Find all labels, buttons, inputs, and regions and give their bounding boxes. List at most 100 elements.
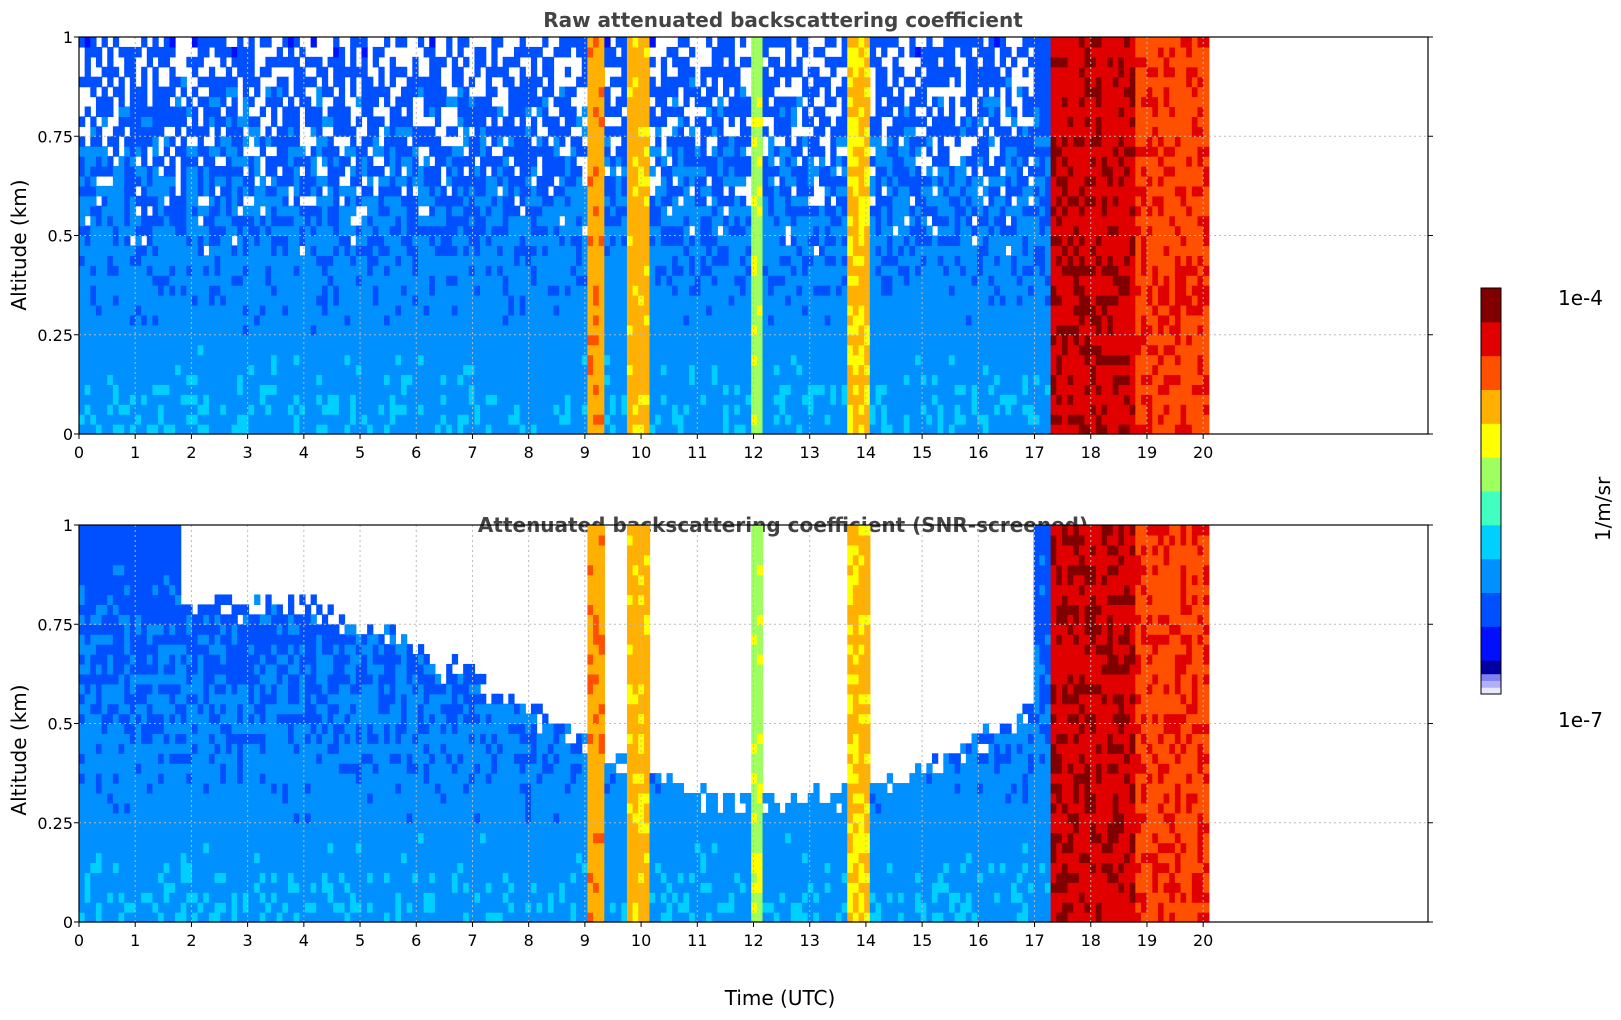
- heatmap-cell: [225, 275, 233, 286]
- heatmap-cell: [288, 364, 295, 376]
- heatmap-cell: [638, 255, 645, 266]
- heatmap-cell: [672, 86, 679, 98]
- heatmap-cell: [610, 156, 617, 167]
- heatmap-cell: [310, 205, 317, 217]
- heatmap-cell: [497, 225, 504, 237]
- heatmap-cell: [389, 285, 396, 296]
- heatmap-cell: [254, 394, 261, 405]
- heatmap-cell: [773, 414, 781, 425]
- heatmap-cell: [796, 414, 803, 425]
- heatmap-cell: [299, 314, 306, 326]
- heatmap-cell: [378, 166, 385, 177]
- heatmap-cell: [101, 255, 108, 266]
- heatmap-cell: [570, 285, 577, 296]
- heatmap-cell: [237, 185, 244, 197]
- heatmap-cell: [802, 235, 809, 247]
- heatmap-cell: [530, 414, 538, 425]
- heatmap-cell: [463, 175, 470, 187]
- heatmap-cell: [807, 394, 814, 405]
- heatmap-cell: [400, 215, 408, 227]
- heatmap-cell: [316, 136, 323, 147]
- heatmap-cell: [785, 215, 792, 227]
- heatmap-cell: [728, 304, 735, 316]
- heatmap-cell: [372, 126, 379, 137]
- heatmap-cell: [626, 37, 634, 48]
- heatmap-cell: [813, 304, 820, 316]
- heatmap-cell: [451, 146, 459, 157]
- heatmap-cell: [689, 255, 696, 266]
- heatmap-cell: [191, 245, 199, 256]
- heatmap-cell: [881, 46, 888, 58]
- heatmap-cell: [694, 344, 701, 356]
- heatmap-cell: [225, 295, 233, 306]
- heatmap-cell: [84, 424, 91, 435]
- heatmap-cell: [316, 116, 323, 127]
- heatmap-cell: [728, 384, 735, 395]
- heatmap-cell: [169, 175, 176, 187]
- heatmap-cell: [197, 314, 204, 326]
- heatmap-cell: [615, 37, 622, 48]
- heatmap-cell: [175, 126, 182, 137]
- heatmap-cell: [457, 225, 464, 237]
- heatmap-cell: [395, 215, 402, 227]
- heatmap-cell: [468, 215, 476, 227]
- heatmap-cell: [875, 235, 882, 247]
- heatmap-cell: [367, 344, 374, 356]
- heatmap-cell: [417, 285, 425, 296]
- heatmap-cell: [762, 106, 769, 117]
- heatmap-cell: [508, 255, 515, 266]
- heatmap-cell: [655, 156, 662, 167]
- heatmap-cell: [152, 37, 159, 48]
- heatmap-cell: [101, 86, 108, 98]
- heatmap-cell: [559, 136, 566, 147]
- heatmap-cell: [666, 215, 673, 227]
- heatmap-cell: [564, 275, 572, 286]
- heatmap-cell: [350, 86, 357, 98]
- heatmap-cell: [717, 46, 724, 58]
- heatmap-cell: [288, 56, 295, 68]
- heatmap-cell: [869, 424, 877, 435]
- heatmap-cell: [372, 235, 379, 247]
- heatmap-cell: [553, 314, 560, 326]
- heatmap-cell: [372, 344, 379, 356]
- heatmap-cell: [141, 354, 148, 366]
- heatmap-cell: [711, 225, 718, 237]
- heatmap-cell: [429, 285, 436, 296]
- heatmap-cell: [129, 56, 137, 68]
- heatmap-cell: [722, 304, 730, 316]
- heatmap-cell: [491, 275, 498, 286]
- heatmap-cell: [739, 295, 747, 306]
- heatmap-cell: [734, 255, 741, 266]
- heatmap-cell: [660, 205, 668, 217]
- heatmap-cell: [310, 324, 317, 336]
- heatmap-cell: [107, 106, 114, 117]
- heatmap-cell: [802, 136, 809, 147]
- heatmap-cell: [276, 205, 283, 217]
- heatmap-cell: [875, 56, 882, 68]
- heatmap-cell: [830, 185, 837, 197]
- heatmap-cell: [395, 106, 402, 117]
- heatmap-cell: [666, 86, 673, 98]
- heatmap-cell: [852, 354, 860, 366]
- heatmap-cell: [361, 295, 368, 306]
- heatmap-cell: [762, 304, 769, 316]
- heatmap-cell: [271, 304, 278, 316]
- heatmap-cell: [79, 364, 86, 376]
- heatmap-cell: [847, 37, 854, 48]
- heatmap-cell: [333, 374, 340, 385]
- heatmap-cell: [711, 215, 718, 227]
- heatmap-cell: [768, 156, 775, 167]
- heatmap-cell: [813, 404, 820, 415]
- heatmap-cell: [530, 424, 538, 435]
- heatmap-cell: [508, 56, 515, 68]
- heatmap-cell: [530, 225, 538, 237]
- heatmap-cell: [333, 156, 340, 167]
- heatmap-cell: [463, 106, 470, 117]
- heatmap-cell: [626, 156, 634, 167]
- heatmap-cell: [129, 265, 137, 276]
- heatmap-cell: [412, 126, 419, 137]
- heatmap-cell: [423, 175, 430, 187]
- heatmap-cell: [406, 255, 413, 266]
- heatmap-cell: [350, 225, 357, 237]
- heatmap-cell: [451, 76, 459, 88]
